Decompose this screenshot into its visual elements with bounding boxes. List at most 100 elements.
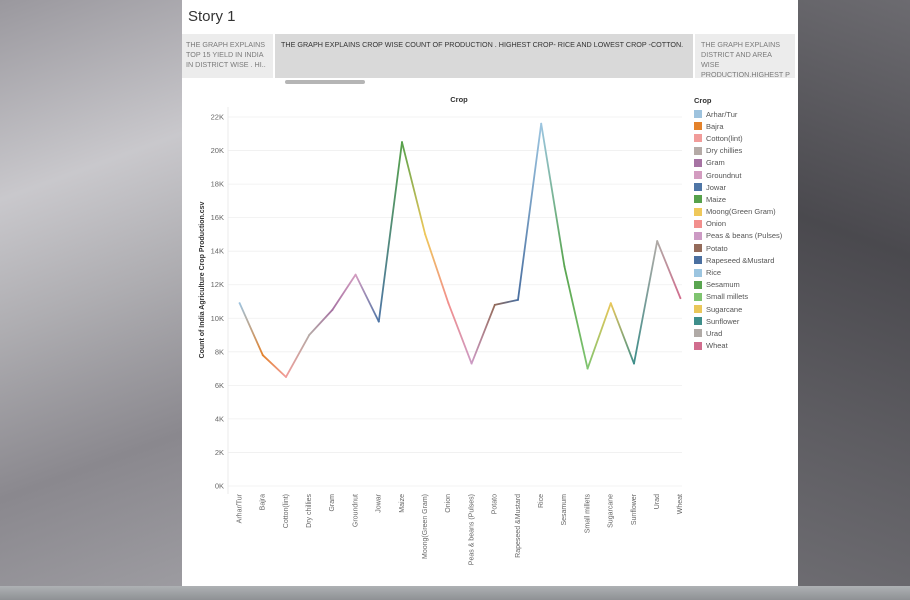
legend-item[interactable]: Rapeseed &Mustard [694, 254, 798, 266]
line-segment-bajra[interactable] [261, 354, 287, 378]
x-tick-label: Potato [492, 494, 499, 514]
x-tick-label: Rice [538, 494, 545, 508]
data-point[interactable] [331, 308, 334, 311]
x-tick-label: Bajra [260, 494, 267, 510]
data-point[interactable] [609, 302, 612, 305]
data-point[interactable] [517, 298, 519, 301]
line-segment-maize[interactable] [401, 141, 427, 236]
line-segment-gram[interactable] [331, 273, 357, 311]
line-segment-small-millets[interactable] [586, 302, 612, 370]
legend-item[interactable]: Rice [694, 266, 798, 278]
legend-label: Gram [706, 158, 725, 168]
legend-item[interactable]: Groundnut [694, 169, 798, 181]
legend-item[interactable]: Jowar [694, 181, 798, 193]
y-tick-label: 20K [211, 146, 224, 155]
data-point[interactable] [470, 362, 473, 365]
legend-swatch [694, 183, 702, 192]
x-tick-label: Onion [445, 494, 452, 513]
data-point[interactable] [633, 362, 635, 365]
legend-title: Crop [694, 96, 712, 105]
legend-swatch [694, 268, 702, 277]
data-point[interactable] [656, 240, 659, 243]
legend-label: Sugarcane [706, 304, 743, 314]
data-point[interactable] [679, 297, 682, 300]
legend-item[interactable]: Sunflower [694, 315, 798, 327]
legend-label: Rice [706, 268, 722, 278]
legend-swatch [694, 146, 702, 155]
x-tick-label: Wheat [677, 494, 682, 514]
legend-label: Potato [706, 243, 728, 253]
navigator-scrollbar[interactable] [285, 80, 365, 84]
line-segment-onion[interactable] [447, 302, 473, 365]
line-segment-moong-green-gram-[interactable] [424, 233, 450, 305]
data-point[interactable] [354, 273, 357, 276]
legend-label: Sunflower [706, 316, 740, 326]
line-segment-rice[interactable] [540, 122, 566, 268]
story-point-1-caption: THE GRAPH EXPLAINS TOP 15 YIELD IN INDIA… [186, 40, 266, 69]
data-point[interactable] [563, 265, 566, 268]
legend-item[interactable]: Wheat [694, 340, 798, 352]
x-tick-label: Peas & beans (Pulses) [468, 494, 475, 565]
legend-label: Rapeseed &Mustard [706, 255, 775, 265]
data-point[interactable] [424, 233, 427, 236]
legend-item[interactable]: Sugarcane [694, 303, 798, 315]
data-point[interactable] [377, 320, 380, 323]
legend-item[interactable]: Potato [694, 242, 798, 254]
line-segment-arhar-tur[interactable] [238, 302, 264, 357]
x-tick-label: Moong(Green Gram) [422, 494, 429, 559]
y-tick-label: 16K [211, 213, 224, 222]
legend-item[interactable]: Peas & beans (Pulses) [694, 230, 798, 242]
line-segment-urad[interactable] [656, 240, 682, 300]
y-axis: 0K 2K 4K 6K 8K 10K 12K 14K 16K 18K 20K 22K [211, 113, 224, 491]
legend-item[interactable]: Maize [694, 193, 798, 205]
legend-item[interactable]: Arhar/Tur [694, 108, 798, 120]
x-tick-label: Sugarcane [608, 494, 615, 528]
line-segment-sunflower[interactable] [633, 240, 659, 365]
data-point[interactable] [493, 303, 496, 306]
x-tick-label: Rapeseed &Mustard [515, 494, 522, 558]
line-segment-rapeseed-mustard[interactable] [517, 122, 543, 301]
data-point[interactable] [261, 354, 264, 357]
legend-item[interactable]: Bajra [694, 120, 798, 132]
story-point-1[interactable]: THE GRAPH EXPLAINS TOP 15 YIELD IN INDIA… [182, 34, 273, 78]
story-point-2[interactable]: THE GRAPH EXPLAINS CROP WISE COUNT OF PR… [275, 34, 693, 78]
legend-item[interactable]: Sesamum [694, 279, 798, 291]
story-point-3[interactable]: THE GRAPH EXPLAINS DISTRICT AND AREA WIS… [695, 34, 795, 78]
story-navigator: THE GRAPH EXPLAINS TOP 15 YIELD IN INDIA… [182, 34, 798, 78]
legend-item[interactable]: Moong(Green Gram) [694, 206, 798, 218]
line-segment-sesamum[interactable] [563, 265, 589, 370]
line-segment-sugarcane[interactable] [609, 302, 635, 365]
data-point[interactable] [447, 302, 450, 305]
legend-item[interactable]: Urad [694, 327, 798, 339]
data-point[interactable] [540, 122, 543, 125]
line-segment-dry-chillies[interactable] [308, 308, 334, 336]
legend-swatch [694, 195, 702, 204]
line-segment-potato[interactable] [493, 298, 519, 306]
data-point[interactable] [586, 367, 589, 370]
legend-item[interactable]: Small millets [694, 291, 798, 303]
line-segment-groundnut[interactable] [354, 273, 380, 323]
x-tick-label: Groundnut [352, 494, 359, 527]
data-point[interactable] [401, 141, 403, 144]
data-point[interactable] [238, 302, 241, 305]
legend-swatch [694, 292, 702, 301]
legend-item[interactable]: Onion [694, 218, 798, 230]
legend-item[interactable]: Dry chillies [694, 145, 798, 157]
legend-item[interactable]: Gram [694, 157, 798, 169]
line-segment-cotton-lint-[interactable] [285, 334, 311, 378]
x-tick-label: Dry chillies [306, 494, 313, 528]
y-tick-label: 18K [211, 180, 224, 189]
legend-swatch [694, 110, 702, 119]
legend-swatch [694, 207, 702, 216]
x-tick-label: Arhar/Tur [236, 493, 243, 523]
y-tick-label: 22K [211, 113, 224, 122]
data-point[interactable] [285, 376, 287, 378]
legend-label: Moong(Green Gram) [706, 207, 776, 217]
data-point[interactable] [308, 334, 311, 336]
legend-label: Cotton(lint) [706, 133, 743, 143]
line-segment-jowar[interactable] [377, 141, 403, 323]
line-segment-peas-beans-pulses-[interactable] [470, 303, 496, 365]
legend-label: Bajra [706, 121, 724, 131]
legend-item[interactable]: Cotton(lint) [694, 132, 798, 144]
legend-swatch [694, 280, 702, 289]
